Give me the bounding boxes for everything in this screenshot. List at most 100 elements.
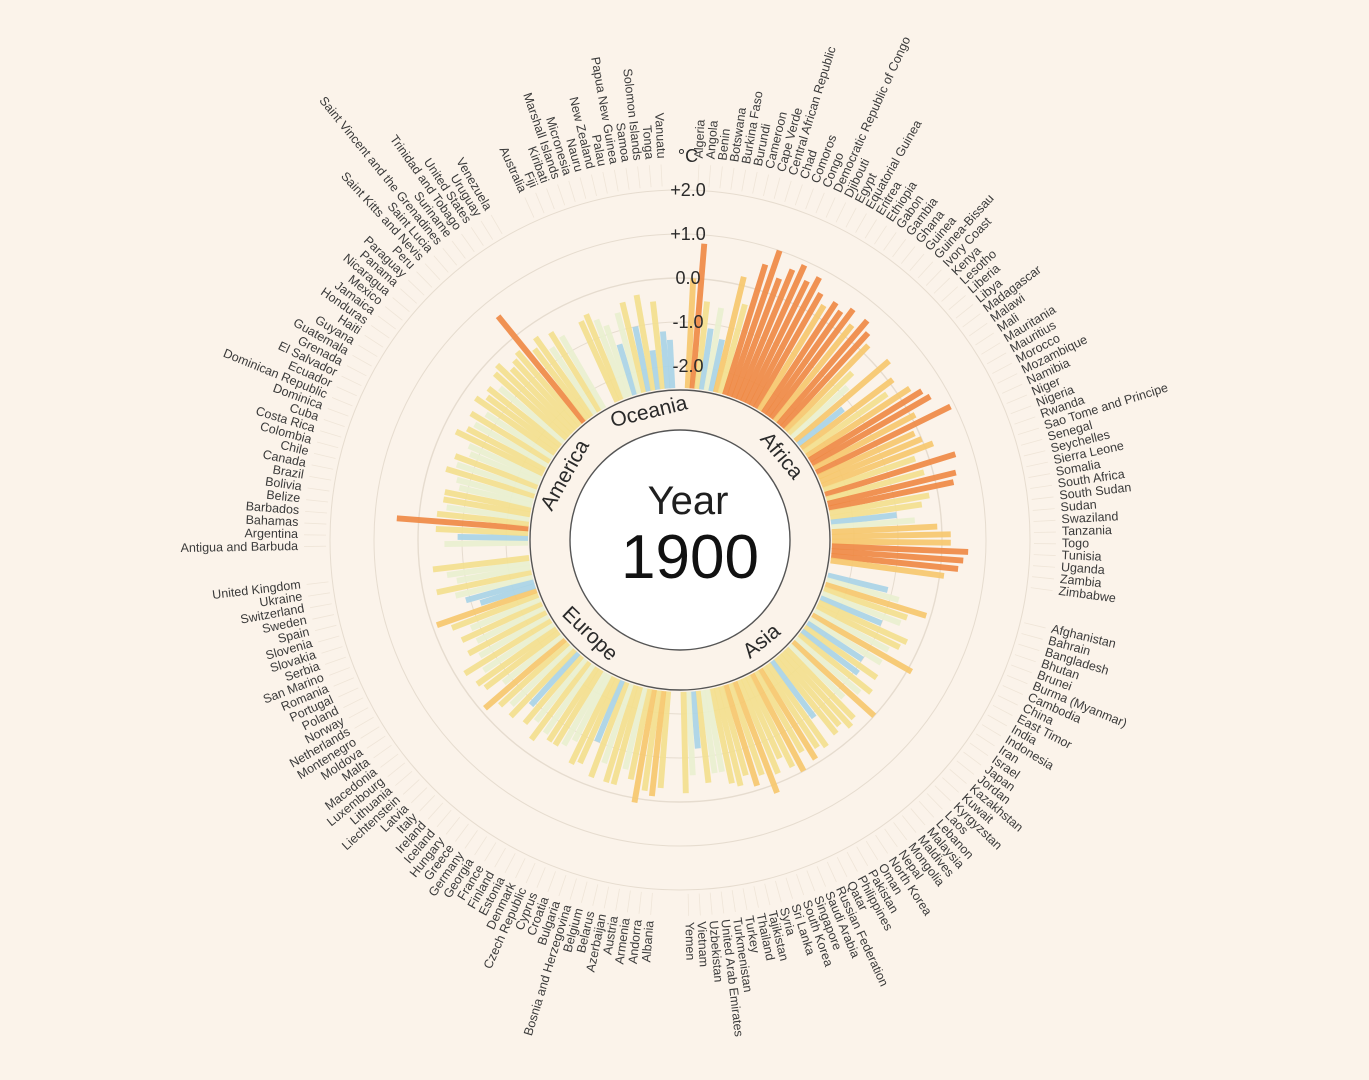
temperature-bar-fill	[465, 578, 535, 604]
temperature-bar-fill	[446, 504, 530, 522]
temperature-bar-fill	[718, 685, 749, 777]
label-leader-line	[1020, 438, 1043, 446]
temperature-bar	[824, 581, 928, 619]
label-leader-line	[764, 883, 771, 906]
label-leader-line	[474, 836, 487, 856]
temperature-bar-fill	[468, 451, 541, 486]
temperature-bar	[614, 312, 643, 395]
temperature-bar	[512, 358, 580, 431]
temperature-bar-fill	[807, 388, 924, 463]
temperature-bar	[533, 335, 595, 419]
temperature-bar-fill	[533, 335, 595, 419]
temperature-bar	[594, 679, 625, 743]
label-leader-line	[925, 269, 942, 286]
temperature-bar	[457, 533, 529, 541]
label-leader-line	[307, 487, 330, 492]
temperature-bar-fill	[802, 391, 889, 455]
temperature-bar	[808, 616, 883, 666]
temperature-bar-fill	[614, 312, 643, 395]
temperature-bar	[473, 395, 557, 456]
temperature-bar-fill	[593, 318, 629, 399]
temperature-bar-fill	[514, 350, 583, 428]
temperature-bar-fill	[698, 328, 714, 391]
temperature-bar-fill	[454, 428, 545, 477]
temperature-bar	[436, 569, 533, 596]
temperature-bar-fill	[761, 665, 820, 750]
center-group: Year 1900	[529, 389, 831, 691]
temperature-bar	[752, 291, 824, 410]
temperature-bar	[783, 343, 871, 433]
temperature-bar	[699, 689, 718, 774]
label-leader-line	[992, 704, 1013, 716]
temperature-bar-fill	[694, 690, 712, 784]
temperature-bar	[603, 684, 639, 783]
label-leader-line	[1011, 664, 1032, 674]
label-leader-line	[419, 795, 436, 812]
temperature-bar-fill	[475, 625, 558, 687]
temperature-bar	[509, 366, 576, 434]
temperature-bar	[522, 654, 585, 726]
temperature-bar-fill	[805, 385, 912, 459]
label-leader-line	[547, 871, 556, 893]
temperature-bar-fill	[830, 512, 897, 526]
temperature-bar	[776, 318, 870, 427]
temperature-bar-fill	[619, 301, 648, 393]
temperature-bar	[773, 656, 839, 736]
scale-tick-label: 0.0	[675, 268, 700, 288]
temperature-bar-fill	[546, 665, 600, 743]
temperature-bar-fill	[825, 469, 925, 503]
label-leader-line	[997, 373, 1018, 384]
country-label: Chile	[279, 438, 310, 458]
temperature-bar-fill	[820, 440, 935, 489]
country-label: Australia	[497, 145, 530, 195]
temperature-bar-fill	[444, 539, 529, 548]
grid-ring	[329, 189, 1031, 891]
label-leader-line	[480, 220, 494, 240]
temperature-bar	[802, 624, 879, 681]
temperature-bar-fill	[616, 343, 638, 396]
temperature-bar-fill	[796, 406, 845, 448]
label-leader-line	[358, 344, 378, 357]
temperature-bar	[824, 451, 957, 498]
label-leader-line	[963, 751, 982, 766]
temperature-bar-fill	[825, 577, 900, 603]
temperature-bar-fill	[446, 559, 531, 579]
temperature-bar-fill	[812, 412, 917, 472]
temperature-bar-fill	[703, 307, 725, 391]
label-leader-line	[883, 232, 897, 251]
label-leader-line	[525, 862, 536, 884]
temperature-bar-fill	[722, 684, 760, 787]
label-leader-line	[484, 842, 497, 862]
temperature-bar-fill	[712, 276, 747, 393]
label-leader-line	[1018, 643, 1040, 651]
temperature-bar	[454, 453, 539, 490]
label-leader-line	[1031, 496, 1054, 500]
country-label: Fiji	[521, 170, 540, 190]
temperature-bar	[830, 557, 945, 579]
label-leader-line	[773, 177, 781, 199]
temperature-bar-fill	[482, 621, 556, 673]
temperature-bar-fill	[744, 279, 810, 405]
temperature-bar	[631, 689, 657, 803]
temperature-bar	[684, 278, 697, 389]
temperature-bar-fill	[463, 617, 553, 677]
temperature-bar	[831, 523, 938, 535]
label-leader-line	[590, 174, 597, 197]
label-leader-line	[981, 342, 1001, 355]
temperature-bar	[790, 384, 850, 440]
temperature-bar-fill	[787, 643, 846, 700]
temperature-bar-fill	[831, 517, 916, 531]
label-leader-line	[917, 261, 934, 279]
temperature-bar	[727, 682, 765, 776]
label-leader-line	[1017, 427, 1040, 436]
country-label: Benin	[715, 128, 733, 161]
label-leader-line	[910, 808, 926, 826]
label-leader-line	[997, 695, 1018, 706]
label-leader-line	[742, 888, 748, 911]
temperature-bar	[548, 331, 603, 413]
temperature-bar-fill	[799, 377, 895, 451]
label-leader-line	[1006, 674, 1028, 685]
temperature-bar-fill	[808, 616, 883, 666]
temperature-bar	[802, 391, 889, 455]
label-leader-line	[580, 881, 588, 903]
